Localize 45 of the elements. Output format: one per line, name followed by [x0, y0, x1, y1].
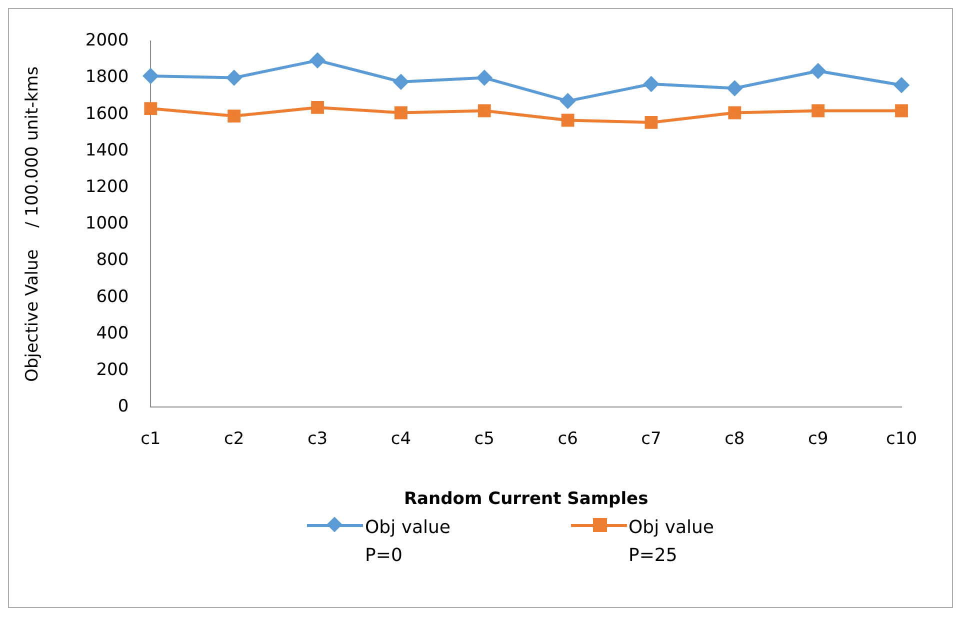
point: [311, 100, 324, 114]
point: [895, 104, 908, 118]
point: [727, 80, 742, 96]
point: [894, 78, 910, 93]
y-tick-label: 0: [118, 396, 129, 417]
x-tick-label: c9: [808, 428, 828, 449]
point: [310, 52, 326, 68]
x-axis-title: Random Current Samples: [404, 489, 648, 510]
y-tick-label: 200: [96, 360, 129, 380]
point: [143, 68, 158, 84]
point: [478, 104, 491, 118]
y-tick-label: 600: [96, 286, 129, 307]
x-tick-label: c8: [724, 428, 745, 449]
x-tick-label: c1: [140, 428, 161, 449]
y-tick-label: 1400: [85, 140, 129, 160]
point: [476, 70, 492, 86]
x-tick-label: c3: [307, 428, 328, 449]
point: [644, 76, 659, 92]
y-tick-label: 1200: [85, 177, 129, 198]
y-tick-label: 1800: [85, 67, 129, 88]
point: [561, 114, 574, 127]
y-tick-label: 2000: [85, 30, 129, 51]
point: [394, 106, 408, 120]
y-tick-label: 400: [96, 323, 129, 344]
point: [393, 74, 408, 90]
x-tick-label: c5: [474, 428, 494, 449]
legend-label: Obj value P=25: [628, 516, 714, 568]
x-tick-label: c6: [558, 428, 578, 449]
x-tick-label: c2: [224, 428, 244, 449]
point: [144, 102, 158, 115]
x-tick-label: c4: [390, 428, 412, 449]
y-tick-label: 1000: [85, 214, 129, 234]
y-tick-label: 1600: [85, 104, 129, 124]
point: [560, 94, 576, 109]
point: [812, 104, 825, 118]
point: [810, 64, 826, 79]
point: [226, 70, 242, 86]
point: [228, 110, 241, 122]
x-tick-label: c10: [886, 428, 918, 449]
point: [728, 106, 742, 120]
point: [644, 116, 658, 129]
y-tick-label: 800: [96, 250, 129, 270]
legend-label: Obj value P=0: [365, 516, 450, 568]
x-tick-label: c7: [641, 428, 662, 449]
y-axis-title: Objective Value / 100.000 unit-kms: [22, 66, 43, 382]
